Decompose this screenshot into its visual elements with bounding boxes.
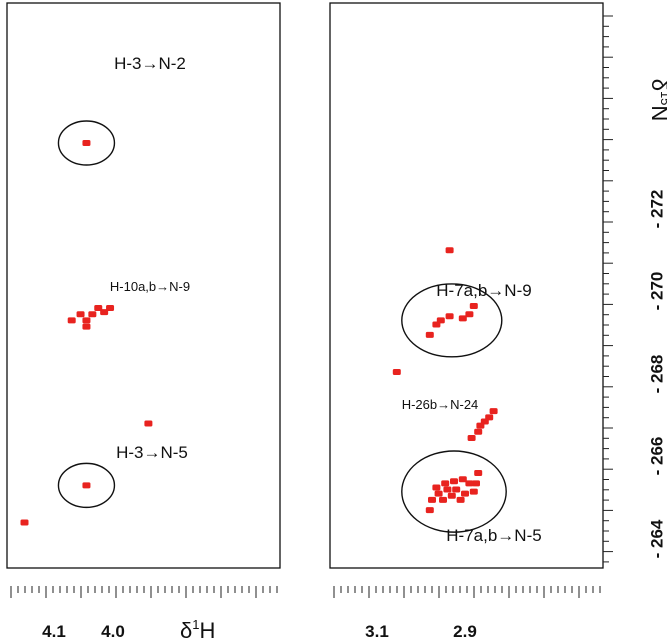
x-axis-label: δ1H [180, 617, 215, 642]
y-tick-label-272: - 272 [647, 190, 666, 229]
cross-peak [474, 428, 483, 435]
annotation-h3-n2: H-3→N-2 [114, 54, 186, 73]
cross-peak [450, 478, 458, 485]
cross-peak [465, 311, 474, 318]
cross-peak [465, 480, 474, 487]
y-tick-label-270: - 270 [647, 272, 666, 311]
cross-peak [447, 492, 456, 499]
cross-peak [469, 488, 478, 495]
cross-peak [82, 482, 91, 489]
cross-peak [443, 486, 452, 493]
cross-peak [476, 422, 485, 429]
x-tick-label-4-0: 4.0 [101, 622, 125, 641]
right-panel-frame [329, 2, 604, 569]
cross-peak [441, 480, 450, 487]
cross-peak [452, 486, 461, 493]
cross-peak [106, 305, 115, 311]
cross-peak [458, 476, 467, 483]
cross-peak [76, 311, 85, 318]
annotation-h10-n9: H-10a,b→N-9 [110, 279, 190, 294]
x-tick-label-2-9: 2.9 [453, 622, 477, 641]
annotation-h26-n24: H-26b→N-24 [402, 397, 479, 412]
cross-peaks [20, 140, 498, 526]
y-tick-label-268: - 268 [647, 355, 666, 394]
cross-peak [432, 321, 441, 328]
group-circle [401, 283, 503, 358]
cross-peak [425, 331, 434, 338]
cross-peak [467, 434, 476, 441]
cross-peak [425, 507, 434, 514]
cross-peak [100, 309, 109, 316]
cross-peak [461, 490, 469, 497]
group-circle [57, 120, 116, 166]
cross-peak [82, 323, 91, 330]
cross-peak [445, 313, 454, 320]
cross-peak [94, 305, 103, 311]
annotation-h7-n9: H-7a,b→N-9 [436, 281, 531, 300]
y-tick-label-264: - 264 [647, 519, 666, 558]
cross-peak [445, 247, 454, 254]
cross-peak [434, 490, 443, 497]
cross-peak [428, 496, 436, 503]
cross-peak [456, 496, 465, 503]
cross-peak [472, 480, 480, 487]
cross-peak [469, 302, 478, 309]
cross-peak [392, 368, 401, 375]
y-tick-label-266: - 266 [647, 437, 666, 476]
cross-peak [67, 317, 76, 324]
x-tick-label-4-1: 4.1 [42, 622, 66, 641]
annotation-h3-n5: H-3→N-5 [116, 443, 188, 462]
cross-peak [82, 317, 91, 324]
cross-peak [432, 484, 441, 491]
cross-peak [82, 140, 91, 146]
x-tick-label-3-1: 3.1 [365, 622, 389, 641]
axis-ticks [10, 15, 613, 598]
cross-peak [489, 408, 498, 415]
group-circle [57, 462, 116, 509]
y-axis-label: δ15N [647, 79, 667, 122]
cross-peak [20, 519, 29, 526]
annotation-h7-n5: H-7a,b→N-5 [446, 526, 541, 545]
peak-circles [57, 120, 507, 533]
left-panel-frame [6, 2, 281, 569]
cross-peak [144, 420, 153, 427]
cross-peak [458, 315, 467, 322]
cross-peak [439, 496, 447, 503]
cross-peak [474, 470, 483, 476]
cross-peak [88, 311, 97, 318]
group-circle [401, 450, 507, 533]
